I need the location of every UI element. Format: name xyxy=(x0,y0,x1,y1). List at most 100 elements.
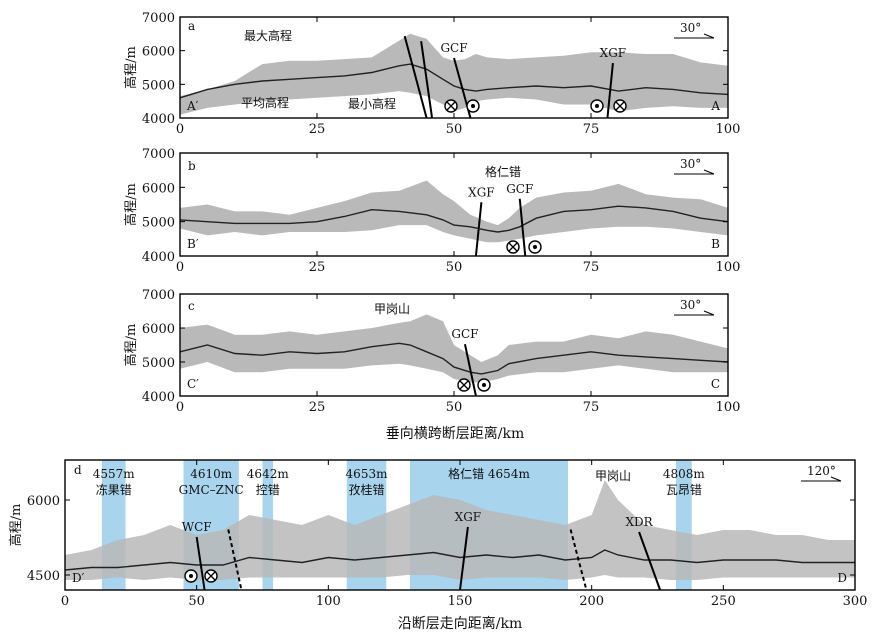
annotation-0: 最大高程 xyxy=(244,28,292,43)
annotation-0: 甲岗山 xyxy=(595,469,631,483)
orientation-label: 30° xyxy=(680,298,701,312)
x-tick-label-3: 150 xyxy=(448,594,473,609)
elevation-range-band xyxy=(180,33,728,115)
profile-start-label: C′ xyxy=(187,377,199,391)
x-tick-label-0: 0 xyxy=(61,594,69,609)
y-tick-label-3: 7000 xyxy=(142,11,175,26)
shared-x-axis-label: 垂向横跨断层距离/km xyxy=(386,425,524,442)
x-tick-label-4: 200 xyxy=(579,594,604,609)
into-page-cross-b-0 xyxy=(459,380,469,390)
x-tick-label-3: 75 xyxy=(583,400,600,415)
panel-letter: d xyxy=(74,463,82,477)
fault-line-3 xyxy=(606,62,614,119)
fault-label-0: GCF xyxy=(451,327,478,341)
orientation-label: 30° xyxy=(680,157,701,171)
annotation-0: 甲岗山 xyxy=(374,302,410,316)
out-of-page-dot-1 xyxy=(482,383,486,387)
into-page-cross-b-0 xyxy=(508,242,518,252)
x-tick-label-6: 300 xyxy=(843,594,868,609)
fault-line-1 xyxy=(518,198,527,257)
lake-elevation-label-2: 4642m xyxy=(247,467,290,481)
lake-elevation-label-0: 4557m xyxy=(93,467,136,481)
y-tick-label-1: 5000 xyxy=(142,216,175,231)
annotation-2: 最小高程 xyxy=(348,96,396,111)
lake-elevation-label-1: 4610m xyxy=(190,467,233,481)
panel-letter: b xyxy=(188,159,196,173)
fault-label-0: WCF xyxy=(182,520,212,534)
mean-elevation-line xyxy=(179,63,729,99)
fault-label-0: XGF xyxy=(468,185,494,199)
lake-name-label-3: 孜桂错 xyxy=(349,482,385,497)
lake-name-label-0: 冻果错 xyxy=(96,482,132,497)
x-tick-label-1: 25 xyxy=(309,400,326,415)
x-tick-label-0: 0 xyxy=(176,260,184,275)
y-tick-label-0: 4000 xyxy=(142,250,175,265)
into-page-cross-b-0 xyxy=(446,101,456,111)
profile-end-label: A xyxy=(710,99,720,113)
x-tick-label-4: 100 xyxy=(716,260,741,275)
y-tick-label-1: 6000 xyxy=(27,494,60,509)
lake-name-label-5: 瓦昂错 xyxy=(666,483,702,497)
x-tick-label-0: 0 xyxy=(176,400,184,415)
x-tick-label-1: 50 xyxy=(188,594,205,609)
orientation-arrow-head xyxy=(830,476,842,482)
into-page-cross-b-1 xyxy=(206,571,216,581)
x-tick-label-2: 50 xyxy=(446,400,463,415)
x-tick-label-2: 100 xyxy=(316,594,341,609)
lake-elevation-label-5: 4808m xyxy=(663,467,706,481)
x-tick-label-3: 75 xyxy=(583,122,600,137)
x-tick-label-1: 25 xyxy=(309,122,326,137)
profile-end-label: C xyxy=(711,377,720,391)
fault-line-0 xyxy=(463,343,477,397)
y-tick-label-3: 7000 xyxy=(142,288,175,303)
x-tick-label-1: 25 xyxy=(309,260,326,275)
lake-name-label-2: 控错 xyxy=(256,483,280,497)
orientation-label: 120° xyxy=(807,464,836,478)
fault-line-1 xyxy=(420,41,434,119)
fault-line-0 xyxy=(474,202,483,257)
y-tick-label-3: 7000 xyxy=(142,147,175,162)
panel-letter: c xyxy=(188,299,195,313)
panel-letter: a xyxy=(188,19,195,33)
x-tick-label-2: 50 xyxy=(446,260,463,275)
mean-elevation-line xyxy=(179,205,729,233)
fault-label-2: GCF xyxy=(440,41,467,55)
fault-label-4: XDR xyxy=(625,515,653,529)
lake-name-label-1: GMC–ZNC xyxy=(179,483,244,497)
orientation-label: 30° xyxy=(680,21,701,35)
out-of-page-dot-1 xyxy=(533,245,537,249)
y-tick-label-0: 4000 xyxy=(142,390,175,405)
lake-elevation-label-4: 格仁错 4654m xyxy=(448,466,530,481)
fault-line-4 xyxy=(638,531,662,591)
fault-label-3: XGF xyxy=(600,46,626,60)
out-of-page-dot-0 xyxy=(189,574,193,578)
fault-label-1: GCF xyxy=(506,182,533,196)
elevation-range-band xyxy=(180,314,728,383)
panel-c: 0 25 50 75 100 4000 5000 6000 7000 高程/m c C′ C 30° GCF… xyxy=(123,288,740,415)
elevation-range-band xyxy=(65,480,855,580)
y-axis-label: 高程/m xyxy=(123,183,139,226)
fault-line-1 xyxy=(227,529,243,591)
y-tick-label-2: 6000 xyxy=(142,322,175,337)
orientation-arrow-head xyxy=(703,310,715,316)
profile-start-label: D′ xyxy=(72,571,85,585)
out-of-page-dot-1 xyxy=(471,104,475,108)
x-tick-label-2: 50 xyxy=(446,122,463,137)
x-tick-label-3: 75 xyxy=(583,260,600,275)
profile-end-label: B xyxy=(711,237,720,251)
out-of-page-dot-2 xyxy=(595,104,599,108)
y-tick-label-1: 5000 xyxy=(142,78,175,93)
y-axis-label: 高程/m xyxy=(8,504,24,547)
profile-start-label: A′ xyxy=(186,99,199,113)
y-tick-label-1: 5000 xyxy=(142,356,175,371)
fault-line-2 xyxy=(459,526,469,591)
panel-b: 0 25 50 75 100 4000 5000 6000 7000 高程/m b B′ B 30° XGF… xyxy=(123,147,740,275)
fault-line-0 xyxy=(403,35,428,119)
x-axis-label: 沿断层走向距离/km xyxy=(398,615,522,632)
x-tick-label-4: 100 xyxy=(716,122,741,137)
into-page-cross-b-3 xyxy=(615,101,625,111)
mean-elevation-line xyxy=(179,342,729,375)
